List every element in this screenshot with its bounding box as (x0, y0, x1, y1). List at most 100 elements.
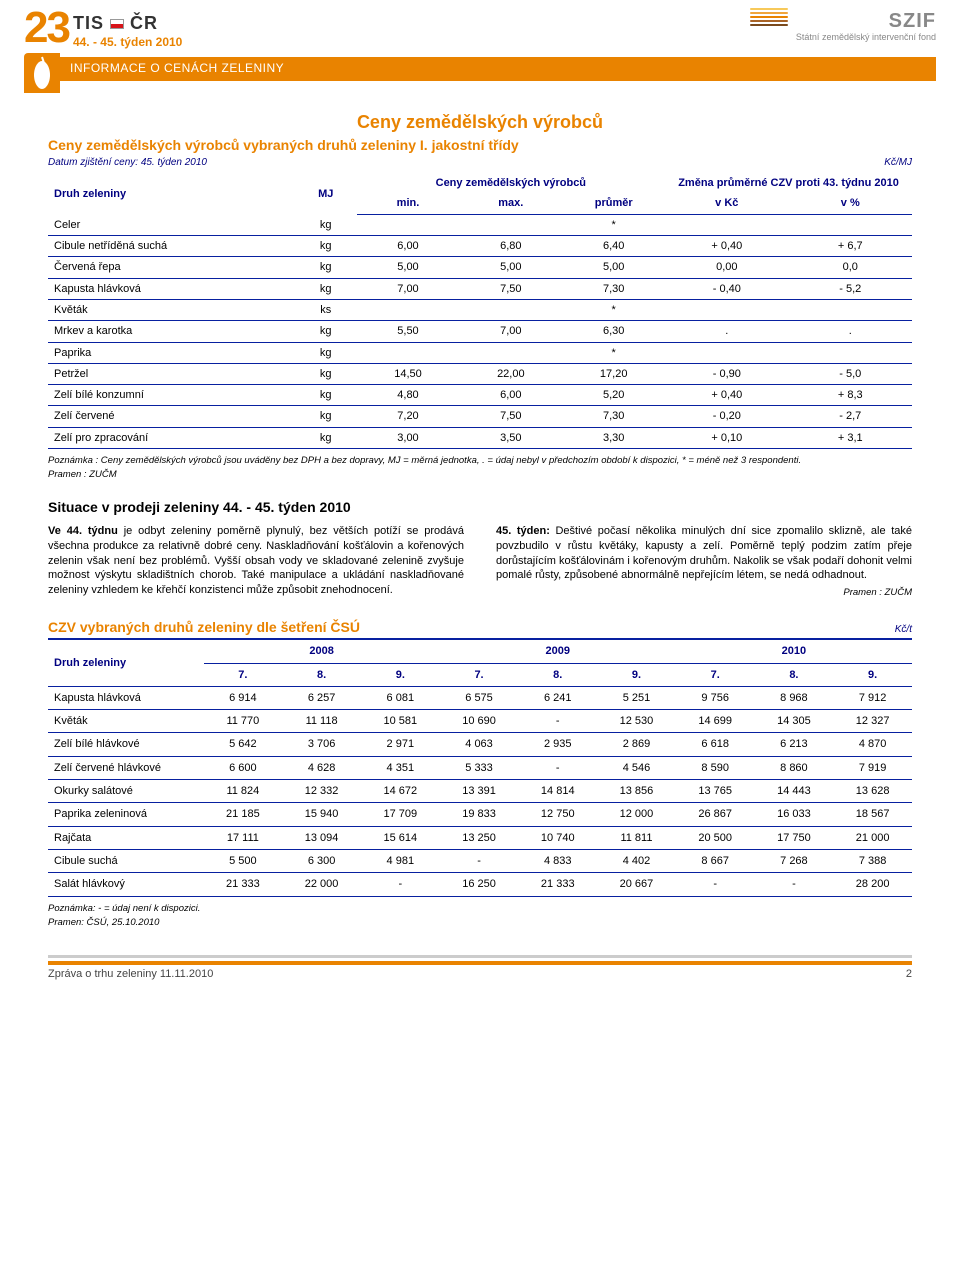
cell-name: Okurky salátové (48, 780, 204, 803)
meta-date: Datum zjištění ceny: 45. týden 2010 (48, 156, 207, 169)
cell-value: 4 981 (361, 849, 440, 872)
cell-value: - (518, 710, 597, 733)
cell-mj: kg (295, 427, 357, 448)
cell-min: 7,20 (357, 406, 460, 427)
cell-avg: 6,40 (562, 236, 665, 257)
week-label: 44. - 45. týden 2010 (73, 35, 182, 51)
cell-dk (665, 342, 788, 363)
cell-value: 11 770 (204, 710, 283, 733)
th-mj: MJ (295, 173, 357, 214)
situation-right-text: Deštivé počasí několika minulých dní sic… (496, 525, 912, 582)
cell-value: 6 257 (282, 686, 361, 709)
issue-number: 23 (24, 8, 69, 48)
cell-name: Kapusta hlávková (48, 278, 295, 299)
cell-value: 16 033 (755, 803, 834, 826)
szif-subtitle: Státní zemědělský intervenční fond (796, 32, 936, 44)
table-row: Rajčata17 11113 09415 61413 25010 74011 … (48, 826, 912, 849)
czv-th-2008: 2008 (204, 640, 440, 663)
cell-value: - (361, 873, 440, 896)
cell-value: 4 870 (833, 733, 912, 756)
footer-page: 2 (906, 967, 912, 981)
th-max: max. (459, 193, 562, 214)
table-row: Květák11 77011 11810 58110 690-12 53014 … (48, 710, 912, 733)
pepper-icon (24, 53, 60, 93)
cell-avg: * (562, 214, 665, 235)
cell-value: 6 241 (518, 686, 597, 709)
cell-value: 11 118 (282, 710, 361, 733)
cell-dp: + 8,3 (789, 385, 912, 406)
th-group1: Ceny zemědělských výrobců (357, 173, 666, 193)
table-row: Zelí bílé konzumníkg4,806,005,20+ 0,40+ … (48, 385, 912, 406)
table1-note: Poznámka : Ceny zemědělských výrobců jso… (48, 455, 912, 467)
table-row: Zelí pro zpracováníkg3,003,503,30+ 0,10+… (48, 427, 912, 448)
cell-dp: . (789, 321, 912, 342)
cell-min: 7,00 (357, 278, 460, 299)
cell-name: Zelí pro zpracování (48, 427, 295, 448)
cell-value: 15 940 (282, 803, 361, 826)
cell-value: 13 628 (833, 780, 912, 803)
czv-unit: Kč/t (895, 623, 912, 636)
cell-value: 12 332 (282, 780, 361, 803)
th-vpct: v % (789, 193, 912, 214)
cell-max: 3,50 (459, 427, 562, 448)
cell-mj: kg (295, 363, 357, 384)
cell-name: Celer (48, 214, 295, 235)
cell-value: 12 530 (597, 710, 676, 733)
footer: Zpráva o trhu zeleniny 11.11.2010 2 (48, 961, 912, 981)
cell-value: 13 765 (676, 780, 755, 803)
cell-mj: ks (295, 299, 357, 320)
cell-value: 9 756 (676, 686, 755, 709)
cell-value: 2 935 (518, 733, 597, 756)
cell-min: 4,80 (357, 385, 460, 406)
cell-value: 15 614 (361, 826, 440, 849)
subtitle: Ceny zemědělských výrobců vybraných druh… (48, 136, 912, 154)
cell-dp (789, 299, 912, 320)
cell-value: 8 667 (676, 849, 755, 872)
cell-dp (789, 214, 912, 235)
cell-name: Salát hlávkový (48, 873, 204, 896)
cell-mj: kg (295, 257, 357, 278)
cell-name: Paprika zeleninová (48, 803, 204, 826)
cell-mj: kg (295, 385, 357, 406)
cell-dp: - 5,0 (789, 363, 912, 384)
cell-dk: - 0,20 (665, 406, 788, 427)
cell-value: 5 333 (440, 756, 519, 779)
cell-value: 6 575 (440, 686, 519, 709)
cell-name: Květák (48, 710, 204, 733)
cell-value: 16 250 (440, 873, 519, 896)
cell-value: 12 000 (597, 803, 676, 826)
cell-mj: kg (295, 278, 357, 299)
cell-name: Paprika (48, 342, 295, 363)
cell-value: 20 500 (676, 826, 755, 849)
cell-min (357, 299, 460, 320)
cell-value: 7 268 (755, 849, 834, 872)
cell-value: 13 250 (440, 826, 519, 849)
cell-value: 21 000 (833, 826, 912, 849)
cell-value: 12 327 (833, 710, 912, 733)
cell-dk (665, 214, 788, 235)
cell-value: 8 590 (676, 756, 755, 779)
tis-label: TIS (73, 12, 104, 35)
cell-value: 6 081 (361, 686, 440, 709)
cell-value: 14 305 (755, 710, 834, 733)
cell-name: Zelí bílé hlávkové (48, 733, 204, 756)
cell-value: - (518, 756, 597, 779)
header-left: 23 TIS ČR 44. - 45. týden 2010 (24, 8, 182, 51)
cell-value: 4 351 (361, 756, 440, 779)
cell-value: 2 869 (597, 733, 676, 756)
cell-value: 12 750 (518, 803, 597, 826)
cell-value: 8 860 (755, 756, 834, 779)
cell-avg: 6,30 (562, 321, 665, 342)
table-row: Paprikakg* (48, 342, 912, 363)
czv-th-month: 9. (833, 663, 912, 686)
cell-dp: - 2,7 (789, 406, 912, 427)
situation-left-bold: Ve 44. týdnu (48, 525, 118, 537)
cell-avg: 5,00 (562, 257, 665, 278)
cell-value: 14 443 (755, 780, 834, 803)
cell-min: 5,50 (357, 321, 460, 342)
banner: INFORMACE O CENÁCH ZELENINY (60, 57, 936, 81)
cell-value: 7 388 (833, 849, 912, 872)
table-row: Okurky salátové11 82412 33214 67213 3911… (48, 780, 912, 803)
cell-mj: kg (295, 214, 357, 235)
producer-prices-table: Druh zeleniny MJ Ceny zemědělských výrob… (48, 173, 912, 449)
